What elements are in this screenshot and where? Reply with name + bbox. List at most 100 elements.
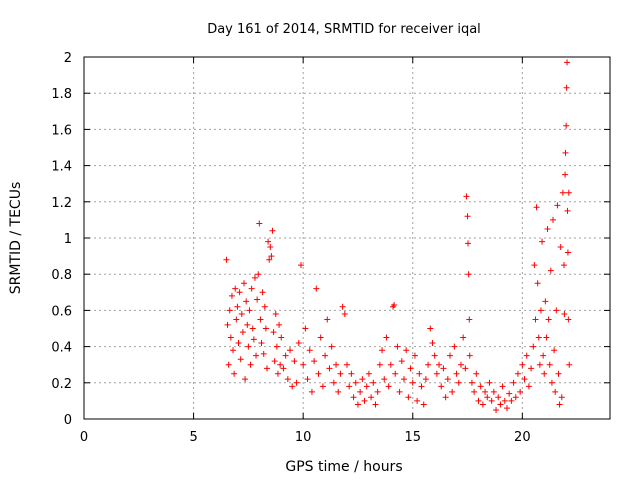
data-point — [525, 383, 532, 390]
data-point — [269, 227, 276, 234]
data-point — [510, 379, 517, 386]
data-point — [308, 388, 315, 395]
data-point — [246, 307, 253, 314]
data-point — [534, 280, 541, 287]
data-point — [287, 347, 294, 354]
data-point — [477, 383, 484, 390]
data-point — [398, 358, 405, 365]
data-point — [564, 249, 571, 256]
data-point — [348, 370, 355, 377]
data-point — [501, 397, 508, 404]
y-tick-label: 1.6 — [51, 123, 72, 138]
data-point — [322, 352, 329, 359]
data-point — [506, 390, 513, 397]
data-point — [260, 350, 267, 357]
data-point — [273, 343, 280, 350]
data-point — [277, 361, 284, 368]
data-point — [339, 303, 346, 310]
data-point — [521, 376, 528, 383]
x-tick-label: 10 — [295, 430, 312, 445]
data-point — [535, 334, 542, 341]
data-point — [436, 361, 443, 368]
data-point — [566, 361, 573, 368]
data-point — [400, 376, 407, 383]
data-point — [370, 379, 377, 386]
y-tick-label: 1 — [64, 232, 72, 247]
data-point — [438, 383, 445, 390]
data-point — [258, 339, 265, 346]
data-point — [228, 292, 235, 299]
data-point — [422, 376, 429, 383]
data-point — [433, 370, 440, 377]
data-point — [539, 238, 546, 245]
x-tick-label: 0 — [80, 430, 88, 445]
data-point — [315, 370, 322, 377]
data-point — [416, 370, 423, 377]
data-point — [361, 397, 368, 404]
data-point — [248, 285, 255, 292]
data-point — [463, 193, 470, 200]
data-point — [540, 352, 547, 359]
data-point — [497, 401, 504, 408]
data-point — [512, 394, 519, 401]
data-point — [490, 388, 497, 395]
data-point — [471, 388, 478, 395]
data-point — [359, 376, 366, 383]
data-point — [562, 171, 569, 178]
data-points — [223, 59, 573, 413]
data-point — [255, 271, 262, 278]
data-point — [257, 316, 264, 323]
data-point — [563, 122, 570, 129]
data-point — [330, 379, 337, 386]
data-point — [457, 361, 464, 368]
data-point — [383, 334, 390, 341]
data-point — [425, 361, 432, 368]
data-point — [232, 285, 239, 292]
data-point — [562, 149, 569, 156]
data-point — [409, 379, 416, 386]
data-point — [431, 352, 438, 359]
data-point — [319, 383, 326, 390]
data-point — [306, 347, 313, 354]
y-tick-label: 1.4 — [51, 160, 72, 175]
data-point — [460, 334, 467, 341]
data-point — [552, 388, 559, 395]
data-point — [418, 383, 425, 390]
data-point — [533, 204, 540, 211]
data-point — [541, 370, 548, 377]
data-point — [381, 376, 388, 383]
data-point — [372, 401, 379, 408]
data-point — [553, 307, 560, 314]
data-point — [537, 307, 544, 314]
y-tick-label: 0.2 — [51, 377, 72, 392]
data-point — [414, 397, 421, 404]
data-point — [225, 361, 232, 368]
data-point — [542, 298, 549, 305]
y-tick-label: 2 — [64, 51, 72, 66]
data-point — [238, 311, 245, 318]
data-point — [508, 397, 515, 404]
data-point — [442, 394, 449, 401]
data-point — [392, 370, 399, 377]
data-point — [302, 325, 309, 332]
data-point — [488, 397, 495, 404]
data-point — [464, 213, 471, 220]
data-point — [234, 303, 241, 310]
x-tick-label: 15 — [404, 430, 421, 445]
chart-title: Day 161 of 2014, SRMTID for receiver iqa… — [207, 22, 481, 37]
data-point — [357, 388, 364, 395]
data-point — [282, 352, 289, 359]
data-point — [440, 365, 447, 372]
data-point — [239, 329, 246, 336]
data-point — [447, 352, 454, 359]
data-point — [462, 365, 469, 372]
x-tick-label: 20 — [514, 430, 531, 445]
data-point — [427, 325, 434, 332]
data-point — [517, 388, 524, 395]
data-point — [278, 334, 285, 341]
data-point — [514, 370, 521, 377]
y-tick-labels: 0 0.2 0.4 0.6 0.8 1 1.2 1.4 1.6 1.8 2 — [51, 51, 72, 428]
data-point — [268, 253, 275, 260]
data-point — [555, 370, 562, 377]
